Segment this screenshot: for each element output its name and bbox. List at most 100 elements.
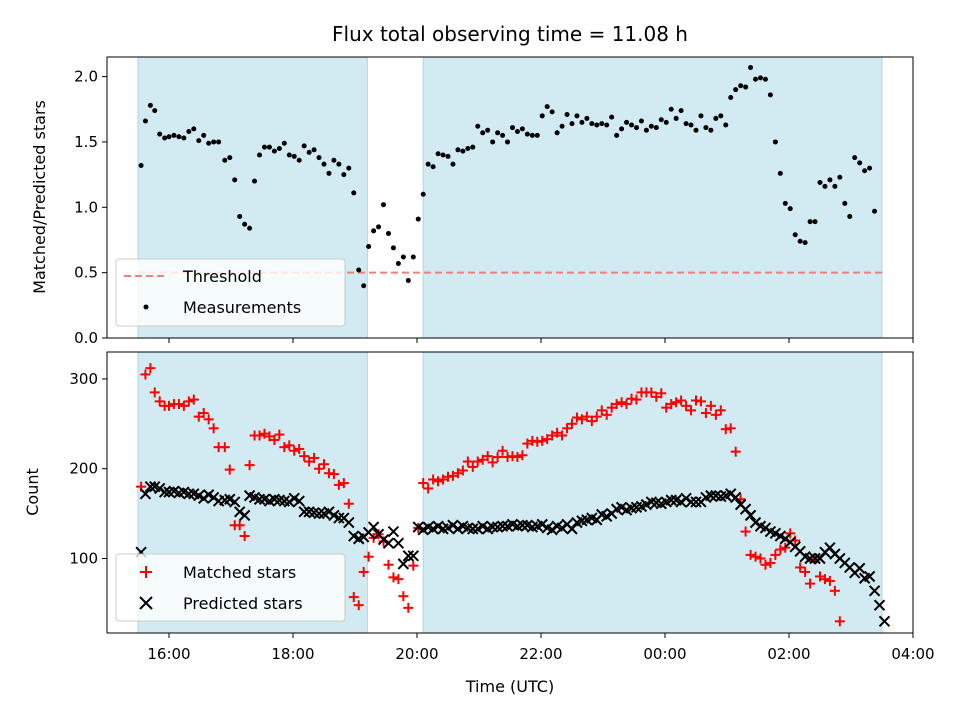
measurement-point: [361, 283, 367, 289]
predicted-star-point: [139, 488, 152, 500]
predicted-star-point: [809, 552, 821, 565]
matched-star-point: [666, 399, 677, 410]
measurement-point: [663, 119, 669, 125]
legend-matched-swatch: [140, 566, 152, 578]
matched-star-point: [173, 399, 184, 410]
matched-star-point: [745, 549, 756, 560]
measurement-point: [832, 183, 838, 189]
measurement-point: [807, 219, 813, 225]
measurement-point: [232, 177, 238, 183]
measurement-point: [629, 122, 635, 128]
measurement-point: [648, 123, 654, 129]
predicted-stars-points: [135, 480, 891, 628]
matched-star-point: [616, 397, 627, 408]
measurement-point: [341, 172, 347, 178]
predicted-star-point: [382, 537, 395, 549]
top-y-tick-label: 0.5: [74, 264, 98, 282]
matched-star-point: [140, 369, 151, 380]
measurement-point: [400, 254, 406, 260]
measurement-point: [475, 123, 481, 129]
measurement-point: [445, 153, 451, 159]
matched-star-point: [343, 498, 354, 509]
measurement-point: [847, 213, 853, 219]
measurement-point: [505, 139, 511, 145]
matched-star-point: [188, 394, 199, 405]
matched-star-point: [562, 423, 573, 434]
matched-star-point: [710, 409, 721, 420]
measurement-point: [296, 157, 302, 163]
measurement-point: [157, 131, 163, 137]
measurement-point: [326, 170, 332, 176]
predicted-star-point: [238, 509, 251, 522]
matched-star-point: [770, 549, 781, 560]
measurement-point: [579, 119, 585, 125]
matched-star-point: [328, 469, 339, 480]
predicted-star-point: [392, 537, 405, 549]
predicted-star-point: [229, 496, 241, 508]
measurement-point: [286, 152, 292, 158]
matched-star-point: [557, 430, 568, 441]
matched-star-point: [824, 575, 835, 586]
matched-star-point: [388, 572, 399, 583]
measurement-point: [206, 140, 212, 146]
measurement-point: [390, 245, 396, 251]
matched-star-point: [269, 434, 280, 445]
predicted-star-point: [873, 599, 886, 611]
measurement-point: [485, 127, 491, 133]
x-tick-label: 04:00: [891, 645, 934, 663]
measurement-point: [564, 112, 570, 118]
measurement-point: [405, 277, 411, 283]
measurement-point: [619, 126, 625, 132]
matched-star-point: [314, 463, 325, 474]
top-y-tick-label: 1.5: [74, 133, 98, 151]
measurement-point: [191, 126, 197, 132]
matched-star-point: [740, 526, 751, 537]
predicted-star-point: [467, 523, 479, 535]
measurement-point: [728, 95, 734, 101]
measurement-point: [534, 132, 540, 138]
legend-measurements-label: Measurements: [183, 298, 301, 317]
measurement-point: [862, 168, 868, 174]
measurement-point: [688, 122, 694, 128]
measurement-point: [455, 147, 461, 153]
matched-star-point: [428, 474, 439, 485]
measurement-point: [767, 92, 773, 98]
measurement-point: [196, 138, 202, 144]
measurement-point: [519, 126, 525, 132]
bottom-y-ticks: 100 200 300: [69, 370, 107, 567]
matched-star-point: [795, 562, 806, 573]
matched-star-point: [780, 542, 791, 553]
matched-star-point: [819, 574, 830, 585]
measurement-point: [480, 130, 486, 136]
measurement-point: [753, 76, 759, 82]
matched-star-point: [581, 411, 592, 422]
measurement-point: [152, 108, 158, 114]
measurement-point: [321, 161, 327, 167]
matched-star-point: [219, 442, 230, 453]
measurement-point: [792, 232, 798, 238]
measurement-point: [257, 152, 263, 158]
legend-measurements-swatch: [143, 304, 149, 310]
measurement-point: [678, 108, 684, 114]
matched-star-point: [695, 396, 706, 407]
top-y-tick-label: 2.0: [74, 68, 98, 86]
x-tick-label: 00:00: [643, 645, 686, 663]
measurement-point: [420, 191, 426, 197]
measurement-point: [186, 128, 192, 134]
measurement-point: [867, 165, 873, 171]
top-y-tick-label: 1.0: [74, 198, 98, 216]
bottom-y-tick-label: 200: [69, 460, 98, 478]
measurement-point: [395, 261, 401, 267]
measurement-point: [852, 155, 858, 161]
predicted-star-point: [313, 507, 325, 520]
measurement-point: [673, 115, 679, 121]
matched-star-point: [154, 396, 165, 407]
measurement-point: [201, 132, 207, 138]
measurement-point: [604, 122, 610, 128]
matched-star-point: [208, 423, 219, 434]
matched-star-point: [433, 476, 444, 487]
measurement-point: [772, 139, 778, 145]
predicted-star-point: [387, 525, 400, 538]
measurement-point: [857, 160, 863, 166]
measurement-point: [633, 125, 639, 131]
